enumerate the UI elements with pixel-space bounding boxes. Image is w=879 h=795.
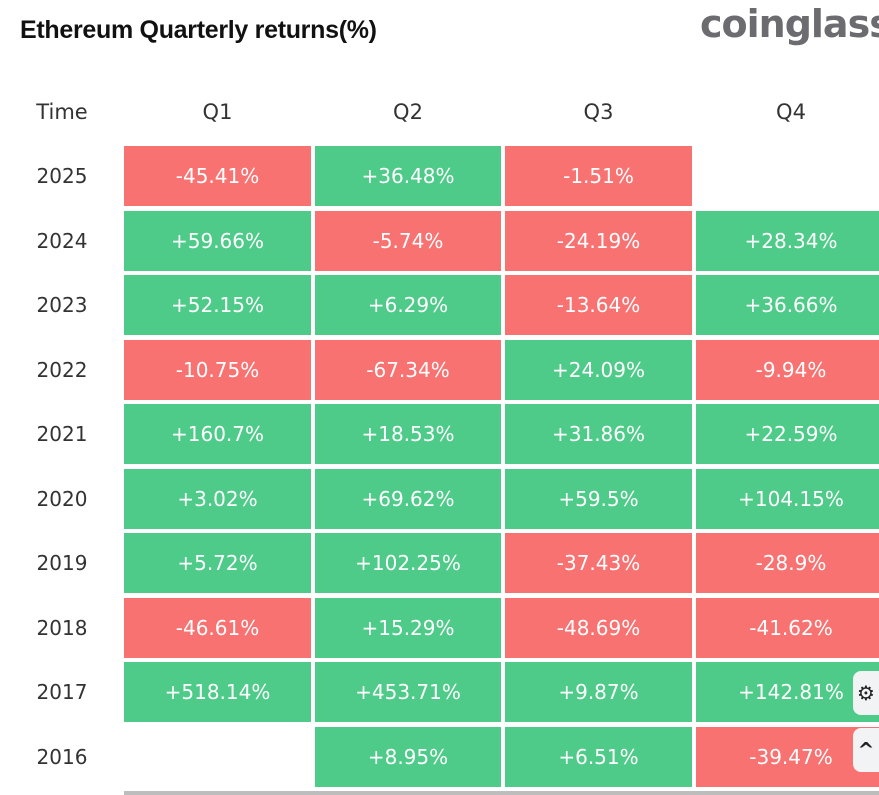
return-cell: +9.87%: [505, 662, 692, 722]
return-cell: -46.61%: [124, 598, 311, 658]
return-cell: +6.29%: [315, 275, 501, 335]
return-cell: +6.51%: [505, 727, 692, 787]
return-cell: +8.95%: [315, 727, 501, 787]
return-cell: +69.62%: [315, 469, 501, 529]
return-cell: -37.43%: [505, 533, 692, 593]
horizontal-scrollbar[interactable]: [124, 791, 879, 795]
return-cell: +15.29%: [315, 598, 501, 658]
return-cell: +22.59%: [696, 404, 879, 464]
return-cell: +102.25%: [315, 533, 501, 593]
return-cell: +104.15%: [696, 469, 879, 529]
return-cell: -39.47%: [696, 727, 879, 787]
scroll-top-button[interactable]: ^: [853, 728, 879, 772]
return-cell: -28.9%: [696, 533, 879, 593]
return-cell: +518.14%: [124, 662, 311, 722]
return-cell: +3.02%: [124, 469, 311, 529]
return-cell: -10.75%: [124, 340, 311, 400]
return-cell: +160.7%: [124, 404, 311, 464]
return-cell: +453.71%: [315, 662, 501, 722]
return-cell: +36.66%: [696, 275, 879, 335]
row-year-label: 2021: [36, 422, 88, 446]
column-header-time: Time: [36, 100, 88, 124]
return-cell: -41.62%: [696, 598, 879, 658]
return-cell: +24.09%: [505, 340, 692, 400]
return-cell: -13.64%: [505, 275, 692, 335]
row-year-label: 2025: [36, 164, 88, 188]
return-cell: +59.66%: [124, 211, 311, 271]
return-cell: -24.19%: [505, 211, 692, 271]
return-cell: -1.51%: [505, 146, 692, 206]
row-year-label: 2018: [36, 616, 88, 640]
return-cell: -67.34%: [315, 340, 501, 400]
column-header-q4: Q4: [776, 100, 806, 124]
row-year-label: 2024: [36, 229, 88, 253]
page-title: Ethereum Quarterly returns(%): [20, 16, 377, 44]
row-year-label: 2020: [36, 487, 88, 511]
column-header-q1: Q1: [202, 100, 233, 124]
return-cell: +36.48%: [315, 146, 501, 206]
return-cell: +18.53%: [315, 404, 501, 464]
return-cell: +52.15%: [124, 275, 311, 335]
column-header-q2: Q2: [393, 100, 423, 124]
return-cell: -5.74%: [315, 211, 501, 271]
return-cell: +28.34%: [696, 211, 879, 271]
column-header-q3: Q3: [583, 100, 614, 124]
return-cell: +5.72%: [124, 533, 311, 593]
row-year-label: 2017: [36, 680, 88, 704]
row-year-label: 2019: [36, 551, 88, 575]
row-year-label: 2022: [36, 358, 88, 382]
return-cell: -9.94%: [696, 340, 879, 400]
chevron-up-icon: ^: [857, 738, 875, 762]
row-year-label: 2023: [36, 293, 88, 317]
row-year-label: 2016: [36, 745, 88, 769]
return-cell: +31.86%: [505, 404, 692, 464]
return-cell: +59.5%: [505, 469, 692, 529]
feedback-button[interactable]: ⚙: [853, 671, 879, 715]
return-cell: -48.69%: [505, 598, 692, 658]
coinglass-logo: coinglass: [700, 2, 879, 46]
feedback-badge-icon: ⚙: [857, 681, 875, 705]
return-cell: -45.41%: [124, 146, 311, 206]
return-cell: +142.81%: [696, 662, 879, 722]
